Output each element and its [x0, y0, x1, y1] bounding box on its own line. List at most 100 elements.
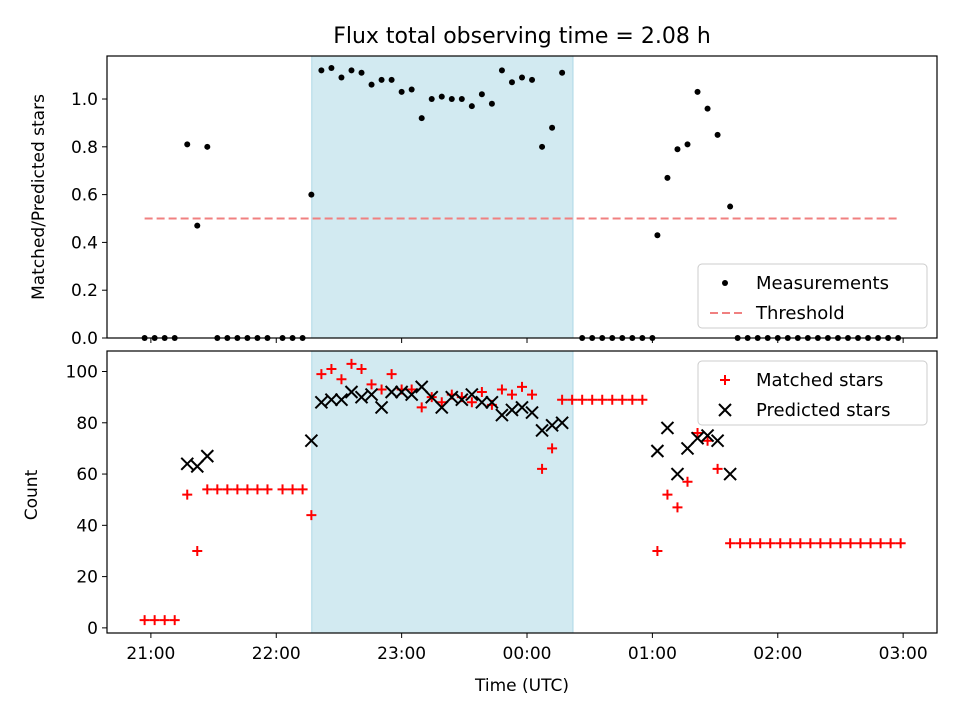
- matched-star-point: [712, 463, 723, 474]
- matched-star-point: [506, 389, 517, 400]
- matched-star-point: [785, 538, 796, 549]
- measurement-point: [318, 67, 325, 74]
- y-tick-label-top: 0.4: [71, 233, 98, 253]
- matched-star-point: [149, 615, 160, 626]
- legend-label: Threshold: [755, 303, 845, 324]
- predicted-star-point: [555, 416, 569, 430]
- predicted-star-point: [535, 423, 549, 438]
- measurement-point: [184, 141, 191, 148]
- y-axis-label-bottom: Count: [22, 469, 42, 520]
- predicted-star-point: [670, 467, 685, 481]
- measurement-point: [328, 64, 335, 71]
- measurement-point: [388, 76, 395, 83]
- measurement-point: [694, 88, 701, 95]
- predicted-star-point: [384, 385, 399, 399]
- predicted-star-point: [374, 400, 389, 415]
- matched-star-point: [376, 384, 387, 395]
- legend-bottom: Matched stars Predicted stars: [697, 360, 928, 426]
- predicted-star-point: [414, 380, 429, 394]
- predicted-star-point: [475, 395, 489, 409]
- measurement-point: [549, 124, 556, 131]
- y-tick-label-top: 0.6: [71, 186, 98, 206]
- matched-star-point: [297, 484, 308, 495]
- predicted-star-point: [455, 393, 469, 407]
- legend-top: Measurements Threshold: [697, 263, 928, 329]
- predicted-star-point: [545, 418, 559, 433]
- measurement-point: [727, 203, 734, 210]
- predicted-star-point: [680, 441, 695, 456]
- matched-star-point: [252, 484, 263, 495]
- matched-star-point: [336, 374, 347, 385]
- measurement-point: [559, 69, 566, 76]
- matched-star-point: [895, 538, 906, 549]
- matched-star-point: [306, 510, 317, 521]
- predicted-star-point: [354, 390, 369, 404]
- matched-star-point: [192, 545, 203, 556]
- matched-star-point: [547, 443, 558, 454]
- measurement-point: [478, 91, 485, 98]
- legend-box: [697, 360, 928, 426]
- predicted-star-point: [485, 395, 499, 409]
- y-tick-label-top: 1.0: [71, 90, 98, 110]
- matched-star-point: [765, 538, 776, 549]
- predicted-star-point: [425, 390, 439, 404]
- predicted-star-point: [650, 444, 665, 458]
- matched-star-point: [316, 369, 327, 380]
- matched-star-point: [222, 484, 233, 495]
- matched-star-point: [865, 538, 876, 549]
- matched-star-point: [662, 489, 673, 500]
- measurement-point: [704, 105, 711, 112]
- matched-star-point: [617, 394, 628, 405]
- top-panel: 0.0 0.2 0.4 0.6 0.8 1.0 Measurements Threshold: [71, 55, 938, 349]
- measurement-point: [368, 81, 375, 88]
- predicted-star-point: [690, 431, 705, 445]
- measurement-point: [498, 67, 505, 74]
- predicted-star-point: [304, 434, 319, 448]
- axes-frame-bottom: [106, 350, 938, 634]
- matched-star-point: [159, 615, 170, 626]
- predicted-star-point: [525, 405, 539, 420]
- matched-star-point: [182, 489, 193, 500]
- y-tick-label-top: 0.8: [71, 138, 98, 158]
- predicted-star-point: [445, 390, 459, 404]
- matched-star-point: [366, 379, 377, 390]
- matched-star-point: [672, 502, 683, 513]
- bottom-panel: 0 20 40 60 80 100 21:00 22:00 23:00 00:00 01:00 02:…: [66, 350, 938, 664]
- y-tick-label-bottom: 0: [87, 619, 98, 639]
- measurement-point: [684, 141, 691, 148]
- matched-star-point: [406, 384, 417, 395]
- matched-star-point: [735, 538, 746, 549]
- matched-star-point: [212, 484, 223, 495]
- matched-star-point: [627, 394, 638, 405]
- measurement-point: [539, 143, 546, 150]
- matched-star-point: [682, 476, 693, 487]
- matched-star-point: [537, 463, 548, 474]
- matched-star-point: [597, 394, 608, 405]
- measurement-point: [458, 96, 465, 103]
- x-tick-label: 22:00: [252, 644, 301, 664]
- matched-star-point: [805, 538, 816, 549]
- matched-star-point: [202, 484, 213, 495]
- series-predicted-stars: [180, 380, 737, 481]
- matched-star-point: [169, 615, 180, 626]
- y-tick-label-bottom: 80: [76, 414, 98, 434]
- predicted-star-point: [364, 387, 379, 402]
- measurement-point: [338, 74, 345, 81]
- x-tick-label: 23:00: [377, 644, 426, 664]
- legend-plus-swatch: [720, 375, 730, 385]
- chart-title: Flux total observing time = 2.08 h: [333, 24, 711, 49]
- measurement-point: [674, 146, 681, 153]
- measurement-point: [398, 88, 405, 95]
- matched-star-point: [346, 358, 357, 369]
- legend-dot-swatch: [722, 280, 728, 286]
- legend-label: Predicted stars: [756, 400, 890, 421]
- x-tick-label: 03:00: [879, 644, 928, 664]
- matched-star-point: [476, 387, 487, 398]
- x-axis-label: Time (UTC): [474, 676, 569, 696]
- measurement-point: [308, 191, 315, 198]
- matched-star-point: [577, 394, 588, 405]
- matched-star-point: [527, 389, 538, 400]
- matched-star-point: [825, 538, 836, 549]
- predicted-star-point: [723, 467, 737, 481]
- matched-star-point: [326, 363, 337, 374]
